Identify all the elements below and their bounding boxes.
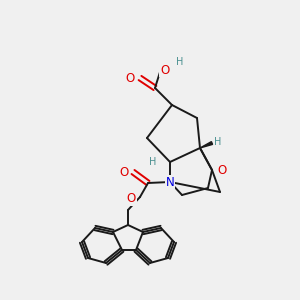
Text: O: O — [120, 166, 129, 178]
Text: H: H — [148, 157, 156, 167]
Text: O: O — [127, 193, 136, 206]
Text: O: O — [160, 64, 169, 76]
Polygon shape — [200, 142, 213, 148]
Text: H: H — [176, 57, 183, 67]
Text: O: O — [126, 71, 135, 85]
Text: N: N — [166, 176, 174, 188]
Text: H: H — [214, 137, 221, 147]
Text: O: O — [217, 164, 226, 176]
